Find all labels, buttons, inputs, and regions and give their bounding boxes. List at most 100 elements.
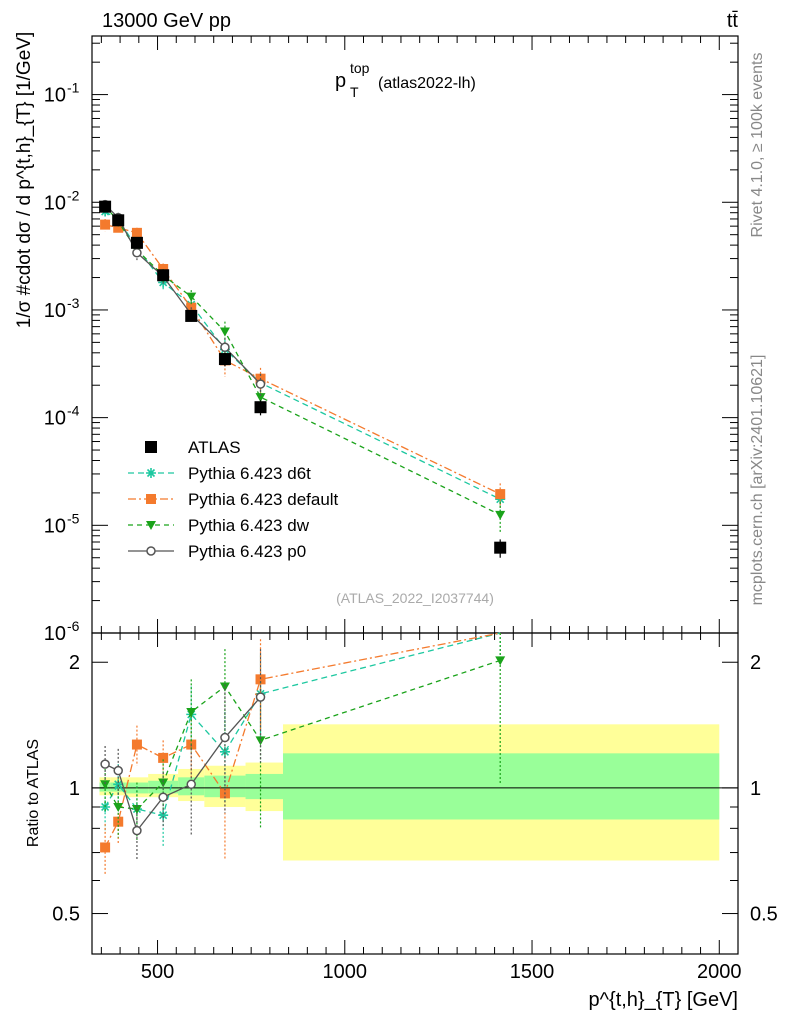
main-line-p0 xyxy=(104,204,261,385)
ratio-point-default-0 xyxy=(100,842,111,853)
ratio-point-default-2 xyxy=(131,739,142,750)
main-series-group xyxy=(99,199,507,558)
main-point-ATLAS-6 xyxy=(254,401,267,414)
plot-title-sub: T xyxy=(350,84,359,100)
main-point-d6t-7 xyxy=(495,494,506,505)
ratio-point-p0-2 xyxy=(132,825,142,836)
ratio-uncertainty-bands xyxy=(99,724,720,861)
main-line-d6t xyxy=(104,210,501,500)
ratio-y-axis-title: Ratio to ATLAS xyxy=(25,739,42,847)
band-stat-6 xyxy=(245,773,283,800)
ratio-point-p0-0 xyxy=(100,759,110,769)
legend-marker-p0 xyxy=(146,546,156,556)
legend-marker-ATLAS xyxy=(145,441,157,453)
legend-label-ATLAS: ATLAS xyxy=(188,438,241,457)
ratio-point-p0-4 xyxy=(186,779,196,790)
ratio-point-p0-3 xyxy=(158,792,168,802)
main-point-ATLAS-0 xyxy=(99,200,112,213)
ratio-line-default xyxy=(104,632,501,848)
y-tick-label-0: 10 xyxy=(44,623,66,645)
main-point-ATLAS-1 xyxy=(112,214,125,227)
ratio-tick-label-1: 1 xyxy=(69,778,80,800)
ratio-tick-label-0.5: 0.5 xyxy=(52,904,80,926)
ratio-point-d6t-1 xyxy=(113,779,124,790)
ratio-point-dw-0 xyxy=(100,780,111,790)
x-tick-label-1500: 1500 xyxy=(510,961,555,983)
ratio-point-dw-1 xyxy=(113,802,124,812)
main-point-dw-6 xyxy=(255,393,266,403)
legend-marker-dw xyxy=(146,521,156,530)
y-tick-exp-0: -6 xyxy=(67,618,80,634)
ratio-line-p0 xyxy=(104,696,262,832)
ratio-point-p0-6 xyxy=(255,692,266,702)
plot-title-extra: (atlas2022-lh) xyxy=(378,75,476,92)
x-tick-label-2000: 2000 xyxy=(697,961,742,983)
ratio-point-dw-4 xyxy=(186,707,197,717)
y-tick-label-5: 10 xyxy=(44,85,66,107)
ratio-point-d6t-0 xyxy=(100,801,111,812)
y-tick-label-1: 10 xyxy=(44,515,66,537)
ratio-point-default-3 xyxy=(158,752,169,763)
ratio-point-d6t-3 xyxy=(158,810,169,821)
main-point-p0-2 xyxy=(132,247,142,258)
ratio-point-default-6 xyxy=(255,674,266,685)
legend-marker-default xyxy=(146,494,156,504)
legend-label-default: Pythia 6.423 default xyxy=(188,490,339,509)
main-point-ATLAS-2 xyxy=(130,236,143,249)
band-stat-7 xyxy=(282,753,720,820)
ratio-point-dw-7 xyxy=(495,656,506,666)
y-tick-label-2: 10 xyxy=(44,408,66,430)
ratio-tick-label-right-2: 2 xyxy=(750,652,761,674)
plot-title-main: p xyxy=(335,70,346,92)
ratio-line-dw xyxy=(104,659,501,810)
legend-label-d6t: Pythia 6.423 d6t xyxy=(188,464,311,483)
main-point-default-1 xyxy=(113,222,124,233)
main-point-default-7 xyxy=(495,489,506,500)
ratio-point-dw-3 xyxy=(158,778,169,788)
y-tick-exp-5: -1 xyxy=(67,80,80,96)
main-point-p0-5 xyxy=(220,342,230,353)
y-tick-exp-3: -3 xyxy=(67,295,80,311)
legend-label-p0: Pythia 6.423 p0 xyxy=(188,542,306,561)
x-axis-title: p^{t,h}_{T} [GeV] xyxy=(589,989,739,1011)
main-point-ATLAS-7 xyxy=(494,541,507,554)
ratio-series-group xyxy=(100,632,506,875)
legend: ATLAS Pythia 6.423 d6t Pythia 6.423 defaul… xyxy=(128,438,339,561)
ratio-point-dw-6 xyxy=(255,736,266,746)
y-axis-title: 1/σ #cdot dσ / d p^{t,h}_{T} [1/GeV] xyxy=(14,32,35,328)
y-tick-label-4: 10 xyxy=(44,192,66,214)
ratio-point-dw-5 xyxy=(219,682,230,692)
ratio-tick-label-2: 2 xyxy=(69,652,80,674)
ratio-tick-label-right-0.5: 0.5 xyxy=(750,904,778,926)
mcplots-label: mcplots.cern.ch [arXiv:2401.10621] xyxy=(749,355,766,606)
main-point-ATLAS-4 xyxy=(185,309,198,322)
y-tick-exp-1: -5 xyxy=(67,510,80,526)
header-collision-label: 13000 GeV pp xyxy=(102,10,231,32)
main-point-dw-7 xyxy=(495,510,506,520)
main-point-p0-6 xyxy=(255,379,266,389)
legend-label-dw: Pythia 6.423 dw xyxy=(188,516,310,535)
main-point-dw-5 xyxy=(219,327,230,337)
main-point-dw-4 xyxy=(186,292,197,302)
main-point-ATLAS-3 xyxy=(157,269,170,282)
main-point-default-0 xyxy=(100,219,111,230)
ratio-point-d6t-5 xyxy=(219,746,230,757)
plot-title: p xyxy=(335,70,346,92)
main-point-default-2 xyxy=(131,227,142,238)
legend-marker-d6t xyxy=(146,468,156,478)
ratio-point-p0-1 xyxy=(113,765,123,776)
main-point-ATLAS-5 xyxy=(218,353,231,366)
x-tick-label-500: 500 xyxy=(141,961,174,983)
rivet-version-label: Rivet 4.1.0, ≥ 100k events xyxy=(749,53,766,238)
y-tick-label-3: 10 xyxy=(44,300,66,322)
ratio-point-p0-5 xyxy=(220,732,230,743)
analysis-watermark: (ATLAS_2022_I2037744) xyxy=(336,590,494,606)
y-tick-exp-2: -4 xyxy=(67,403,80,419)
ratio-tick-label-right-1: 1 xyxy=(750,778,761,800)
plot-title-sup: top xyxy=(350,60,370,76)
y-tick-exp-4: -2 xyxy=(67,187,80,203)
x-tick-label-1000: 1000 xyxy=(323,961,368,983)
main-line-dw xyxy=(104,205,501,516)
